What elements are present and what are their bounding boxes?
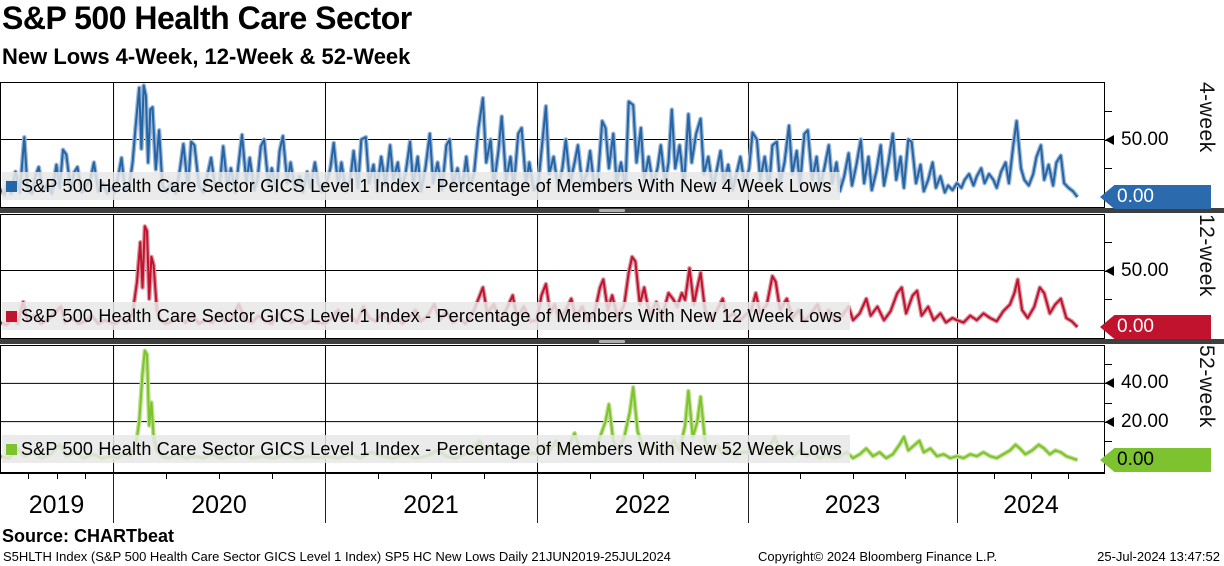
y-axis-tick <box>1105 110 1112 112</box>
year-label-2022: 2022 <box>614 491 671 519</box>
x-axis-minor-tick <box>1031 473 1033 479</box>
x-axis-minor-tick <box>852 473 854 479</box>
x-axis-minor-tick <box>484 473 486 479</box>
y-axis-arrow-icon <box>1105 134 1114 145</box>
x-axis-minor-tick <box>589 473 591 479</box>
panel-side-label-12-week: 12-week <box>1195 214 1218 297</box>
source-label: Source: CHARTbeat <box>2 526 175 546</box>
y-axis-label: 40.00 <box>1121 372 1169 394</box>
legend-52-week[interactable]: S&P 500 Health Care Sector GICS Level 1 … <box>2 435 850 463</box>
x-axis-minor-tick <box>642 473 644 479</box>
x-axis-minor-tick <box>904 473 906 479</box>
separator-drag-handle[interactable] <box>599 340 625 343</box>
x-axis-minor-tick <box>800 473 802 479</box>
page-title: S&P 500 Health Care Sector <box>2 0 412 36</box>
y-axis-arrow-icon <box>1105 416 1114 427</box>
chart-panel-4-week[interactable]: S&P 500 Health Care Sector GICS Level 1 … <box>0 82 1224 209</box>
legend-12-week[interactable]: S&P 500 Health Care Sector GICS Level 1 … <box>2 302 850 330</box>
y-axis-tick <box>1105 440 1112 442</box>
x-axis-year-tick <box>747 473 749 523</box>
y-axis-label: 50.00 <box>1121 128 1169 150</box>
legend-swatch-icon <box>6 310 17 322</box>
footer-security-info: S5HLTH Index (S&P 500 Health Care Sector… <box>3 549 671 564</box>
x-axis-line <box>0 473 1105 474</box>
y-axis-tick <box>1105 364 1112 366</box>
x-axis-year-tick <box>113 473 115 523</box>
footer-copyright: Copyright© 2024 Bloomberg Finance L.P. <box>758 549 998 564</box>
legend-swatch-icon <box>6 443 17 455</box>
footer-timestamp: 25-Jul-2024 13:47:52 <box>1097 549 1220 564</box>
panel-side-label-4-week: 4-week <box>1195 82 1218 153</box>
y-axis-tick <box>1105 168 1112 170</box>
legend-4-week[interactable]: S&P 500 Health Care Sector GICS Level 1 … <box>2 172 840 200</box>
y-axis-tick <box>1105 298 1112 300</box>
panel-separator-2[interactable] <box>0 339 1224 344</box>
last-value-tag-4-week: 0.00 <box>1100 185 1211 209</box>
panel-side-label-52-week: 52-week <box>1195 345 1218 428</box>
y-axis-tick <box>1105 242 1112 244</box>
x-axis-year-tick <box>957 473 959 523</box>
year-label-2021: 2021 <box>403 491 459 519</box>
x-axis-year-tick <box>537 473 539 523</box>
separator-drag-handle[interactable] <box>599 209 625 212</box>
y-axis-arrow-icon <box>1105 378 1114 389</box>
legend-label: S&P 500 Health Care Sector GICS Level 1 … <box>21 305 842 326</box>
x-axis-minor-tick <box>166 473 168 479</box>
last-value-tag-12-week: 0.00 <box>1100 315 1211 339</box>
chart-panel-52-week[interactable]: S&P 500 Health Care Sector GICS Level 1 … <box>0 345 1224 473</box>
y-axis-arrow-icon <box>1105 265 1114 276</box>
year-label-2019: 2019 <box>28 491 85 519</box>
y-axis-tick <box>1105 402 1112 404</box>
year-label-2023: 2023 <box>824 491 881 519</box>
x-axis-minor-tick <box>695 473 697 479</box>
panel-separator-1[interactable] <box>0 208 1224 213</box>
legend-swatch-icon <box>6 180 17 192</box>
last-value-tag-52-week: 0.00 <box>1100 448 1211 472</box>
x-axis-minor-tick <box>377 473 379 479</box>
y-axis-label: 50.00 <box>1121 259 1169 281</box>
year-label-2024: 2024 <box>1003 491 1059 519</box>
legend-label: S&P 500 Health Care Sector GICS Level 1 … <box>21 175 832 196</box>
x-axis-minor-tick <box>994 473 996 479</box>
year-label-2020: 2020 <box>191 491 247 519</box>
x-axis-minor-tick <box>219 473 220 479</box>
x-axis-minor-tick <box>431 473 432 479</box>
x-axis-minor-tick <box>1068 473 1069 479</box>
x-axis-year-tick <box>324 473 326 523</box>
y-axis-label: 20.00 <box>1121 410 1169 432</box>
page-subtitle: New Lows 4-Week, 12-Week & 52-Week <box>2 44 411 69</box>
x-axis-minor-tick <box>84 473 86 479</box>
x-axis-minor-tick <box>56 473 58 479</box>
chart-panel-12-week[interactable]: S&P 500 Health Care Sector GICS Level 1 … <box>0 214 1224 339</box>
legend-label: S&P 500 Health Care Sector GICS Level 1 … <box>21 438 842 459</box>
x-axis-minor-tick <box>28 473 30 479</box>
x-axis-minor-tick <box>271 473 273 479</box>
